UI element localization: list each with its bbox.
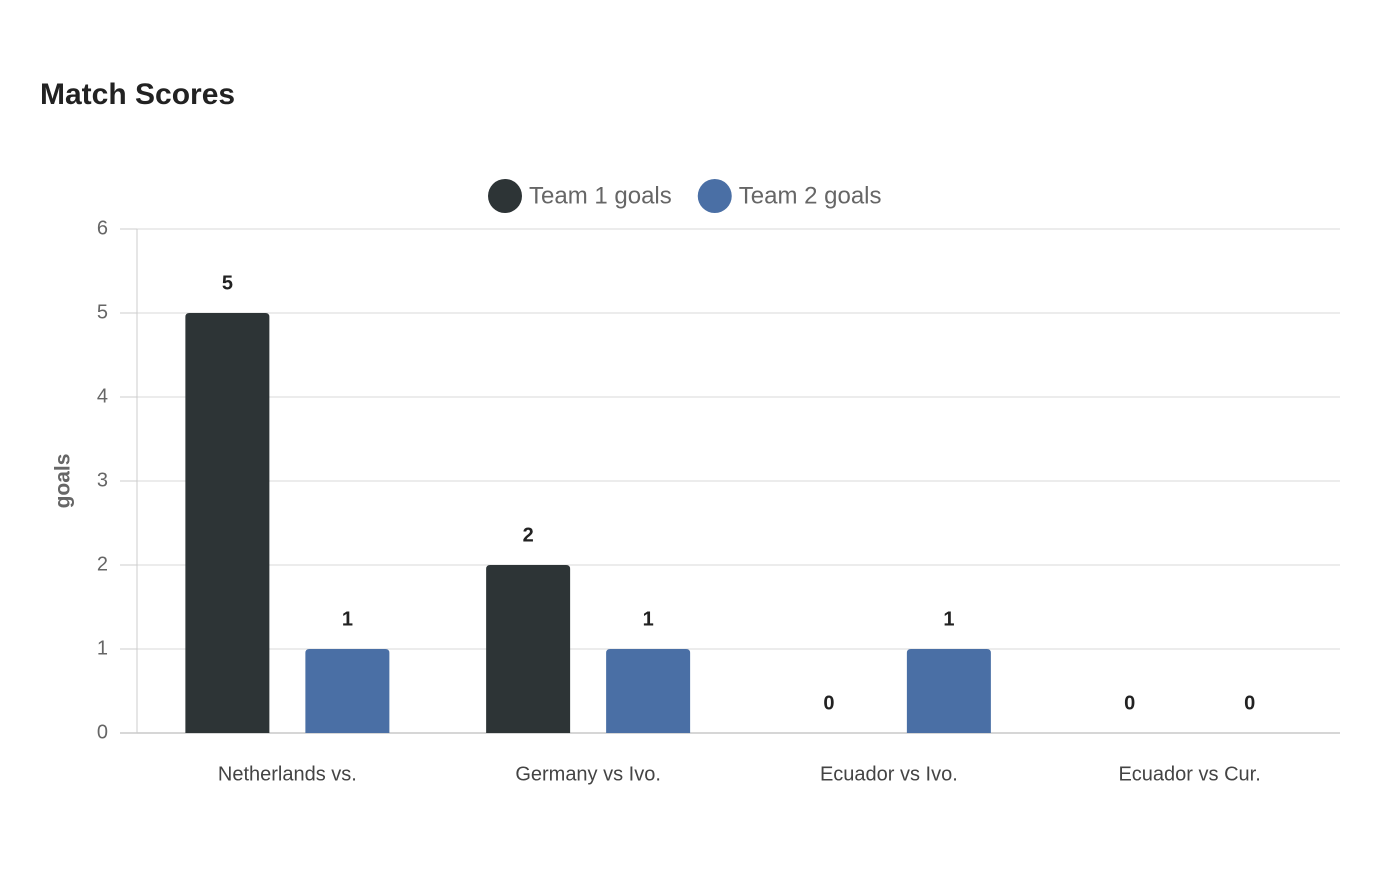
legend-label: Team 2 goals <box>739 182 882 209</box>
data-label: 0 <box>1124 692 1135 714</box>
bar <box>185 313 270 733</box>
x-tick-label: Netherlands vs. <box>218 763 357 785</box>
data-label: 0 <box>823 692 834 714</box>
y-tick-label: 1 <box>97 637 108 659</box>
legend-swatch <box>697 179 732 213</box>
y-tick-label: 3 <box>97 469 108 491</box>
legend-swatch <box>488 179 522 213</box>
x-tick-label: Ecuador vs Cur. <box>1118 763 1260 785</box>
data-label: 2 <box>523 524 534 546</box>
bar <box>305 649 390 733</box>
data-label: 1 <box>643 608 654 630</box>
data-label: 1 <box>342 608 353 630</box>
bar <box>486 565 571 733</box>
y-tick-label: 4 <box>97 385 108 407</box>
x-tick-label: Ecuador vs Ivo. <box>820 763 958 785</box>
data-label: 1 <box>943 608 954 630</box>
chart-title: Match Scores <box>40 78 235 111</box>
bar <box>606 649 691 733</box>
x-tick-label: Germany vs Ivo. <box>515 763 661 785</box>
y-axis-label: goals <box>52 454 75 509</box>
y-tick-label: 2 <box>97 553 108 575</box>
data-label: 0 <box>1244 692 1255 714</box>
bar <box>906 649 991 733</box>
y-tick-label: 6 <box>97 217 108 239</box>
legend-label: Team 1 goals <box>529 182 672 209</box>
y-tick-label: 5 <box>97 301 108 323</box>
y-tick-label: 0 <box>97 721 108 743</box>
data-label: 5 <box>222 272 233 294</box>
